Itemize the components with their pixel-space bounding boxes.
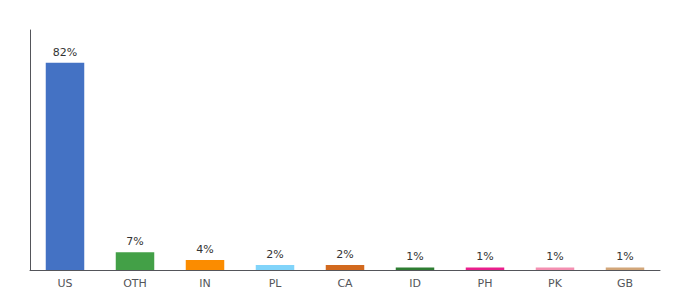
- svg-text:82%: 82%: [53, 46, 77, 59]
- svg-text:IN: IN: [199, 277, 210, 290]
- svg-text:2%: 2%: [266, 248, 283, 261]
- svg-text:PH: PH: [478, 277, 493, 290]
- svg-text:OTH: OTH: [123, 277, 147, 290]
- svg-text:4%: 4%: [196, 243, 213, 256]
- svg-text:1%: 1%: [476, 250, 493, 263]
- svg-text:PK: PK: [548, 277, 563, 290]
- svg-text:GB: GB: [617, 277, 633, 290]
- svg-text:7%: 7%: [126, 235, 143, 248]
- svg-text:US: US: [57, 277, 72, 290]
- svg-text:1%: 1%: [546, 250, 563, 263]
- svg-text:PL: PL: [269, 277, 283, 290]
- svg-text:2%: 2%: [336, 248, 353, 261]
- svg-text:1%: 1%: [616, 250, 633, 263]
- svg-text:ID: ID: [409, 277, 421, 290]
- svg-text:1%: 1%: [406, 250, 423, 263]
- svg-text:CA: CA: [337, 277, 353, 290]
